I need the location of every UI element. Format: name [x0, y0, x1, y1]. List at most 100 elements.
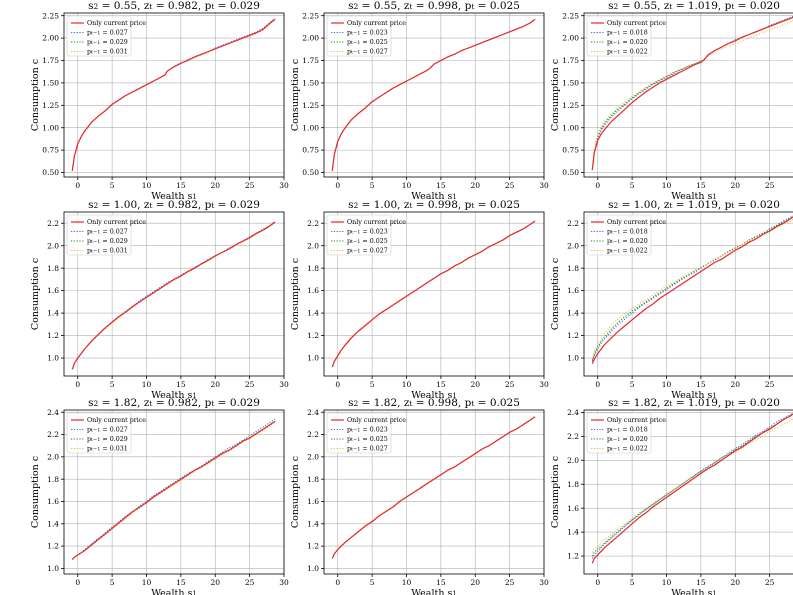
x-tick-label: 5 [370, 380, 375, 389]
series-line-current [71, 221, 276, 370]
y-tick-label: 2.2 [47, 430, 59, 439]
legend-p-sub: t−1 [351, 31, 360, 37]
y-tick-label: 2.25 [42, 11, 59, 20]
x-axis-label: Wealth s1 [671, 390, 717, 401]
y-tick-label: 1.8 [567, 264, 579, 273]
title-z-symbol: z [664, 199, 670, 211]
title-zt-value: = 1.019, [672, 0, 724, 12]
legend-value: = 0.018 [620, 229, 647, 236]
y-tick-label: 1.50 [562, 79, 579, 88]
legend-p-symbol: p [347, 39, 351, 46]
x-tick-label: 0 [335, 181, 340, 190]
title-s-symbol: s [348, 397, 353, 409]
title-zt-value: = 1.019, [672, 199, 724, 211]
legend-entry: pt−1 = 0.027 [347, 446, 388, 453]
legend-value: = 0.018 [620, 427, 647, 434]
series-group [331, 220, 536, 368]
y-tick-label: 1.4 [307, 519, 319, 528]
legend-value: = 0.018 [620, 30, 647, 37]
x-tick-label: 25 [505, 578, 515, 587]
title-s2-value: = 1.00, [98, 199, 144, 211]
x-axis-label-text: Wealth s [151, 191, 192, 202]
y-tick-label: 0.50 [42, 168, 59, 177]
x-tick-label: 10 [662, 181, 672, 190]
legend-entry: pt−1 = 0.029 [87, 238, 128, 245]
legend-p-symbol: p [607, 446, 611, 453]
legend-entry: Only current price [347, 417, 406, 424]
legend-p-sub: t−1 [611, 437, 620, 443]
legend-entry: pt−1 = 0.031 [87, 446, 128, 453]
legend-p-symbol: p [607, 30, 611, 37]
title-p-symbol: p [465, 397, 472, 409]
x-tick-label: 10 [402, 181, 412, 190]
y-tick-label: 1.2 [567, 552, 579, 561]
title-pt-value: = 0.025 [474, 199, 520, 211]
y-tick-label: 2.0 [307, 452, 319, 461]
legend-p-sub: t−1 [91, 50, 100, 56]
title-p-sub: t [471, 399, 474, 408]
title-z-sub: t [409, 201, 412, 210]
legend-p-sub: t−1 [611, 249, 620, 255]
x-tick-label: 20 [470, 181, 480, 190]
title-zt-value: = 0.998, [412, 0, 464, 12]
legend-p-symbol: p [87, 39, 91, 46]
x-axis-label-sub: 1 [712, 392, 716, 400]
legend-p-symbol: p [607, 238, 611, 245]
legend-entry: pt−1 = 0.025 [347, 238, 388, 245]
title-zt-value: = 0.982, [152, 397, 204, 409]
x-tick-label: 5 [370, 578, 375, 587]
y-tick-label: 2.0 [47, 241, 59, 250]
x-tick-label: 20 [470, 380, 480, 389]
y-tick-label: 0.75 [302, 146, 319, 155]
title-s-sub: 2 [614, 2, 619, 11]
series-line-current [71, 18, 276, 171]
y-tick-label: 1.6 [47, 286, 59, 295]
title-s-symbol: s [608, 0, 613, 12]
x-tick-label: 25 [505, 181, 515, 190]
title-p-symbol: p [725, 397, 732, 409]
axes-frame [583, 409, 793, 575]
legend-value: = 0.020 [620, 238, 647, 245]
x-tick-label: 10 [142, 578, 152, 587]
y-tick-label: 1.50 [302, 79, 319, 88]
y-tick-label: 1.6 [47, 497, 59, 506]
y-tick-label: 1.25 [562, 101, 579, 110]
x-tick-label: 30 [539, 578, 549, 587]
title-p-sub: t [731, 399, 734, 408]
title-s-symbol: s [348, 0, 353, 12]
grid [324, 13, 545, 177]
legend-entry: pt−1 = 0.022 [607, 49, 648, 56]
legend-box [586, 412, 652, 454]
legend-entry: pt−1 = 0.025 [347, 436, 388, 443]
title-z-sub: t [149, 2, 152, 11]
y-axis-label: Consumption c [290, 456, 301, 528]
series-line-lag-3 [591, 19, 793, 170]
y-tick-label: 1.0 [307, 354, 319, 363]
grid [64, 13, 285, 177]
legend-entry: pt−1 = 0.027 [347, 248, 388, 255]
legend-box [66, 214, 132, 256]
y-tick-label: 2.0 [47, 452, 59, 461]
x-axis-label-text: Wealth s [411, 588, 452, 595]
y-tick-label: 2.4 [47, 408, 59, 417]
title-s2-value: = 1.82, [358, 397, 404, 409]
y-tick-label: 1.2 [307, 331, 319, 340]
y-tick-label: 1.0 [47, 354, 59, 363]
legend-value: = 0.022 [620, 49, 647, 56]
legend-p-symbol: p [607, 248, 611, 255]
x-tick-label: 30 [279, 380, 289, 389]
series-line-lag-3 [591, 418, 793, 553]
title-s-sub: 2 [614, 399, 619, 408]
x-tick-label: 0 [595, 380, 600, 389]
title-p-sub: t [211, 399, 214, 408]
x-tick-label: 10 [402, 578, 412, 587]
y-axis-label: Consumption c [550, 59, 561, 131]
x-tick-label: 10 [142, 380, 152, 389]
x-tick-label: 15 [436, 380, 446, 389]
axes-frame [63, 12, 285, 178]
y-tick-label: 1.6 [567, 286, 579, 295]
series-line-current [591, 16, 793, 170]
legend-box [66, 412, 132, 454]
